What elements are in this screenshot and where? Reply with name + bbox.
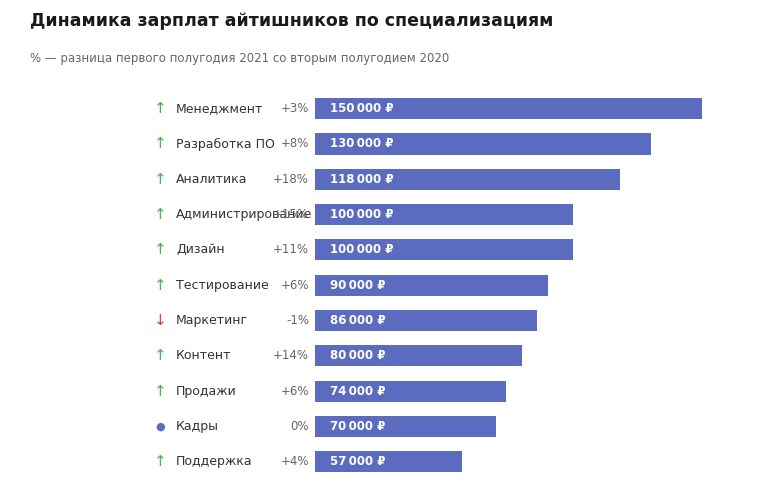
Bar [315, 169, 619, 190]
Text: +14%: +14% [273, 349, 309, 362]
Text: ↑: ↑ [154, 454, 167, 469]
Text: Кадры: Кадры [176, 420, 219, 433]
Text: Продажи: Продажи [176, 384, 237, 398]
Text: 118 000 ₽: 118 000 ₽ [330, 173, 393, 186]
Text: 100 000 ₽: 100 000 ₽ [330, 244, 393, 256]
Text: ↑: ↑ [154, 243, 167, 257]
Text: Менеджмент: Менеджмент [176, 102, 264, 115]
Text: 57 000 ₽: 57 000 ₽ [330, 455, 385, 468]
Text: +18%: +18% [273, 173, 309, 186]
Text: 150 000 ₽: 150 000 ₽ [330, 102, 393, 115]
Text: +6%: +6% [280, 279, 309, 292]
Text: +11%: +11% [273, 244, 309, 256]
Text: ↑: ↑ [154, 278, 167, 293]
Text: ↑: ↑ [154, 348, 167, 363]
Text: ↑: ↑ [154, 172, 167, 187]
Text: 80 000 ₽: 80 000 ₽ [330, 349, 385, 362]
Text: 74 000 ₽: 74 000 ₽ [330, 384, 385, 398]
Text: +15%: +15% [273, 208, 309, 221]
Bar [315, 310, 537, 331]
Text: 130 000 ₽: 130 000 ₽ [330, 137, 393, 150]
Text: -1%: -1% [286, 314, 309, 327]
Bar [315, 98, 702, 119]
Text: Аналитика: Аналитика [176, 173, 248, 186]
Bar [315, 204, 573, 225]
Text: +6%: +6% [280, 384, 309, 398]
Text: 100 000 ₽: 100 000 ₽ [330, 208, 393, 221]
Text: Контент: Контент [176, 349, 232, 362]
Bar [315, 416, 496, 437]
Bar [315, 239, 573, 260]
Text: +3%: +3% [280, 102, 309, 115]
Bar [315, 133, 651, 155]
Text: 70 000 ₽: 70 000 ₽ [330, 420, 385, 433]
Text: ↑: ↑ [154, 101, 167, 116]
Text: ↓: ↓ [154, 313, 167, 328]
Bar [315, 380, 506, 402]
Text: % — разница первого полугодия 2021 со вторым полугодием 2020: % — разница первого полугодия 2021 со вт… [30, 52, 450, 65]
Bar [315, 275, 547, 296]
Text: Тестирование: Тестирование [176, 279, 269, 292]
Text: Динамика зарплат айтишников по специализациям: Динамика зарплат айтишников по специализ… [30, 12, 554, 30]
Text: ↑: ↑ [154, 207, 167, 222]
Text: Дизайн: Дизайн [176, 244, 225, 256]
Bar [315, 451, 462, 472]
Text: Разработка ПО: Разработка ПО [176, 137, 275, 150]
Text: 90 000 ₽: 90 000 ₽ [330, 279, 385, 292]
Text: 0%: 0% [290, 420, 309, 433]
Text: Поддержка: Поддержка [176, 455, 253, 468]
Text: ↑: ↑ [154, 136, 167, 151]
Text: +8%: +8% [280, 137, 309, 150]
Text: ↑: ↑ [154, 383, 167, 399]
Text: Маркетинг: Маркетинг [176, 314, 249, 327]
Text: ●: ● [156, 422, 166, 432]
Bar [315, 345, 522, 367]
Text: 86 000 ₽: 86 000 ₽ [330, 314, 385, 327]
Text: Администрирование: Администрирование [176, 208, 312, 221]
Text: +4%: +4% [280, 455, 309, 468]
